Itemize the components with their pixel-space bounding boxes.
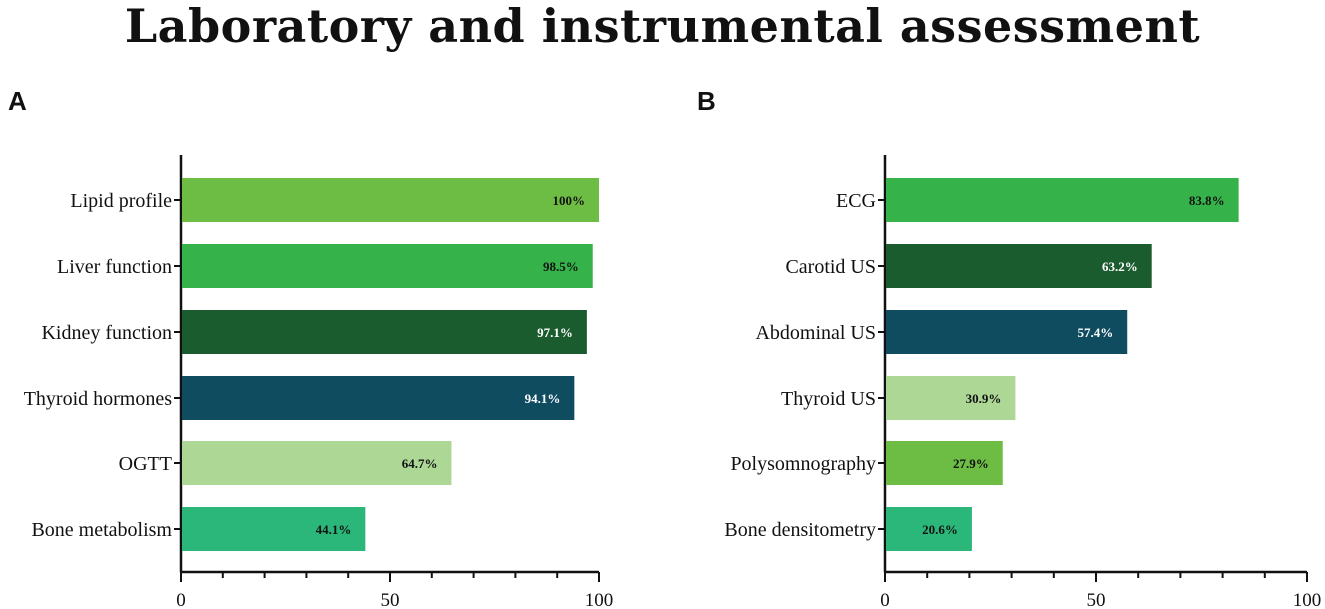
panel-a-category-label: Thyroid hormones <box>24 388 173 410</box>
panel-a-data-label: 98.5% <box>543 259 579 274</box>
panel-b-category-label: Abdominal US <box>755 322 876 344</box>
panel-b-data-label: 20.6% <box>922 522 958 537</box>
panel-b-category-label: ECG <box>836 190 876 212</box>
panel-a-bar <box>182 310 587 354</box>
panel-a-tick-label: 100 <box>585 590 614 609</box>
panel-b-data-label: 63.2% <box>1102 259 1138 274</box>
panel-b-category-label: Polysomnography <box>730 453 876 475</box>
panel-a-bar <box>182 441 452 485</box>
panel-b-category-label: Bone densitometry <box>724 519 876 541</box>
panel-b-data-label: 27.9% <box>953 456 989 471</box>
panel-b-category-label: Carotid US <box>785 256 876 278</box>
panel-a-category-label: Kidney function <box>41 322 172 344</box>
panel-b-bar <box>886 441 1003 485</box>
panel-b-data-label: 30.9% <box>966 391 1002 406</box>
panel-b-tick-label: 50 <box>1087 590 1106 609</box>
panel-b-category-label: Thyroid US <box>781 388 876 410</box>
panel-b-bar <box>886 376 1016 420</box>
panel-b-data-label: 83.8% <box>1189 193 1225 208</box>
panel-b-label: B <box>697 86 716 116</box>
panel-a-tick-label: 50 <box>381 590 400 609</box>
chart-title: Laboratory and instrumental assessment <box>124 0 1201 53</box>
panel-a-data-label: 64.7% <box>402 456 438 471</box>
panel-b-bar <box>886 507 972 551</box>
panel-b-bar <box>886 178 1239 222</box>
panel-a-label: A <box>8 86 27 116</box>
panel-a-category-label: OGTT <box>119 453 172 475</box>
panel-b-tick-label: 100 <box>1293 590 1322 609</box>
panel-a-tick-label: 0 <box>176 590 186 609</box>
panel-a-data-label: 94.1% <box>525 391 561 406</box>
panel-b-bar <box>886 310 1128 354</box>
panel-b-bar <box>886 244 1152 288</box>
panel-a-bar <box>182 244 593 288</box>
panel-a-bar <box>182 178 599 222</box>
panel-b-data-label: 57.4% <box>1077 325 1113 340</box>
panel-b-tick-label: 0 <box>880 590 890 609</box>
panel-a-bar <box>182 507 366 551</box>
panel-a-data-label: 100% <box>553 193 586 208</box>
panel-a-category-label: Lipid profile <box>70 190 172 212</box>
panel-a-data-label: 44.1% <box>316 522 352 537</box>
panel-a-category-label: Bone metabolism <box>31 519 172 541</box>
panel-a-bar <box>182 376 575 420</box>
panel-a-data-label: 97.1% <box>537 325 573 340</box>
panel-a-category-label: Liver function <box>57 256 172 278</box>
